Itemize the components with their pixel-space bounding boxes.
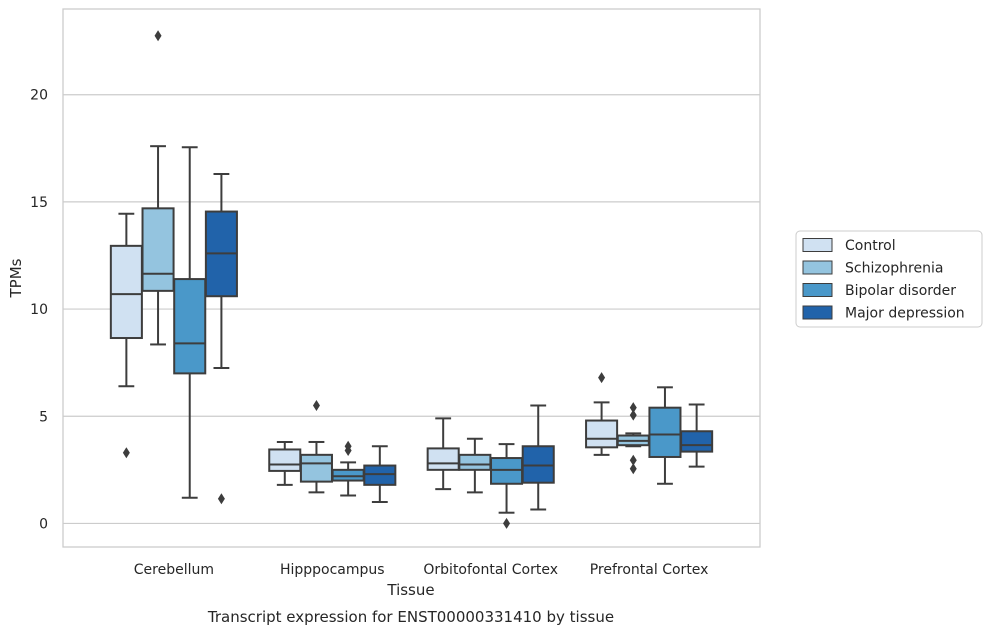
outlier-point — [598, 372, 606, 384]
x-tick-labels: Cerebellum Hipppocampus Orbitofontal Corte… — [134, 562, 709, 578]
box-schizophrenia — [458, 437, 492, 494]
box-schizophrenia — [141, 30, 175, 346]
box-control — [268, 440, 302, 486]
box-body — [585, 419, 619, 449]
legend-swatch — [802, 260, 833, 275]
outlier-point — [629, 409, 637, 421]
box-body — [268, 448, 302, 472]
y-gridlines — [63, 94, 760, 525]
chart-title: Transcript expression for ENST0000033141… — [207, 608, 614, 626]
box-body — [458, 453, 492, 471]
legend-swatch — [802, 238, 833, 252]
legend-entry-label: Major depression — [845, 306, 965, 322]
legend-swatch — [802, 305, 833, 320]
legend-entry-label: Bipolar disorder — [845, 283, 956, 299]
box-body — [426, 447, 460, 471]
box-bipolar-disorder — [648, 386, 682, 485]
box-bipolar-disorder — [173, 146, 207, 499]
outlier-point — [629, 402, 637, 414]
outlier-point — [629, 454, 637, 466]
x-tick-label: Cerebellum — [134, 562, 214, 578]
boxes — [109, 30, 714, 529]
legend: Control Schizophrenia Bipolar disorder Majo… — [795, 230, 983, 328]
box-body — [490, 457, 524, 485]
box-bipolar-disorder — [331, 440, 365, 497]
x-tick-label: Orbitofontal Cortex — [423, 562, 558, 578]
box-schizophrenia — [299, 400, 333, 494]
outlier-point — [503, 517, 511, 529]
box-body — [680, 430, 714, 453]
box-control — [426, 417, 460, 491]
legend-frame — [795, 230, 983, 328]
y-tick-label: 10 — [30, 302, 48, 318]
y-axis-label: TPMs — [7, 258, 25, 298]
y-tick-label: 15 — [30, 195, 48, 211]
box-major-depression — [521, 404, 555, 511]
y-tick-label: 20 — [30, 88, 48, 104]
legend-entry-label: Control — [845, 238, 896, 254]
box-body — [299, 453, 333, 483]
plot-frame — [62, 8, 761, 548]
box-body — [648, 406, 682, 458]
box-control — [585, 372, 619, 456]
box-major-depression — [204, 173, 238, 505]
x-tick-label: Hipppocampus — [280, 562, 385, 578]
box-body — [363, 464, 397, 486]
outlier-point — [344, 440, 352, 452]
y-tick-label: 5 — [39, 409, 48, 425]
x-tick-label: Prefrontal Cortex — [590, 562, 709, 578]
box-body — [141, 207, 175, 292]
box-body — [109, 244, 143, 340]
legend-swatch — [802, 283, 833, 297]
y-tick-label: 0 — [39, 516, 48, 532]
y-tick-labels: 0 5 10 15 20 — [30, 88, 48, 533]
box-major-depression — [680, 403, 714, 468]
box-bipolar-disorder — [490, 443, 524, 529]
box-body — [331, 468, 365, 482]
legend-entry-label: Schizophrenia — [845, 261, 943, 277]
outlier-point — [154, 30, 162, 42]
outlier-point — [217, 493, 225, 505]
box-schizophrenia — [616, 402, 650, 475]
x-axis-label: Tissue — [386, 581, 434, 599]
box-body — [521, 445, 555, 484]
outlier-point — [312, 400, 320, 412]
box-body — [173, 278, 207, 375]
outlier-point — [122, 447, 130, 459]
box-major-depression — [363, 445, 397, 503]
box-control — [109, 212, 143, 459]
outlier-point — [629, 463, 637, 475]
